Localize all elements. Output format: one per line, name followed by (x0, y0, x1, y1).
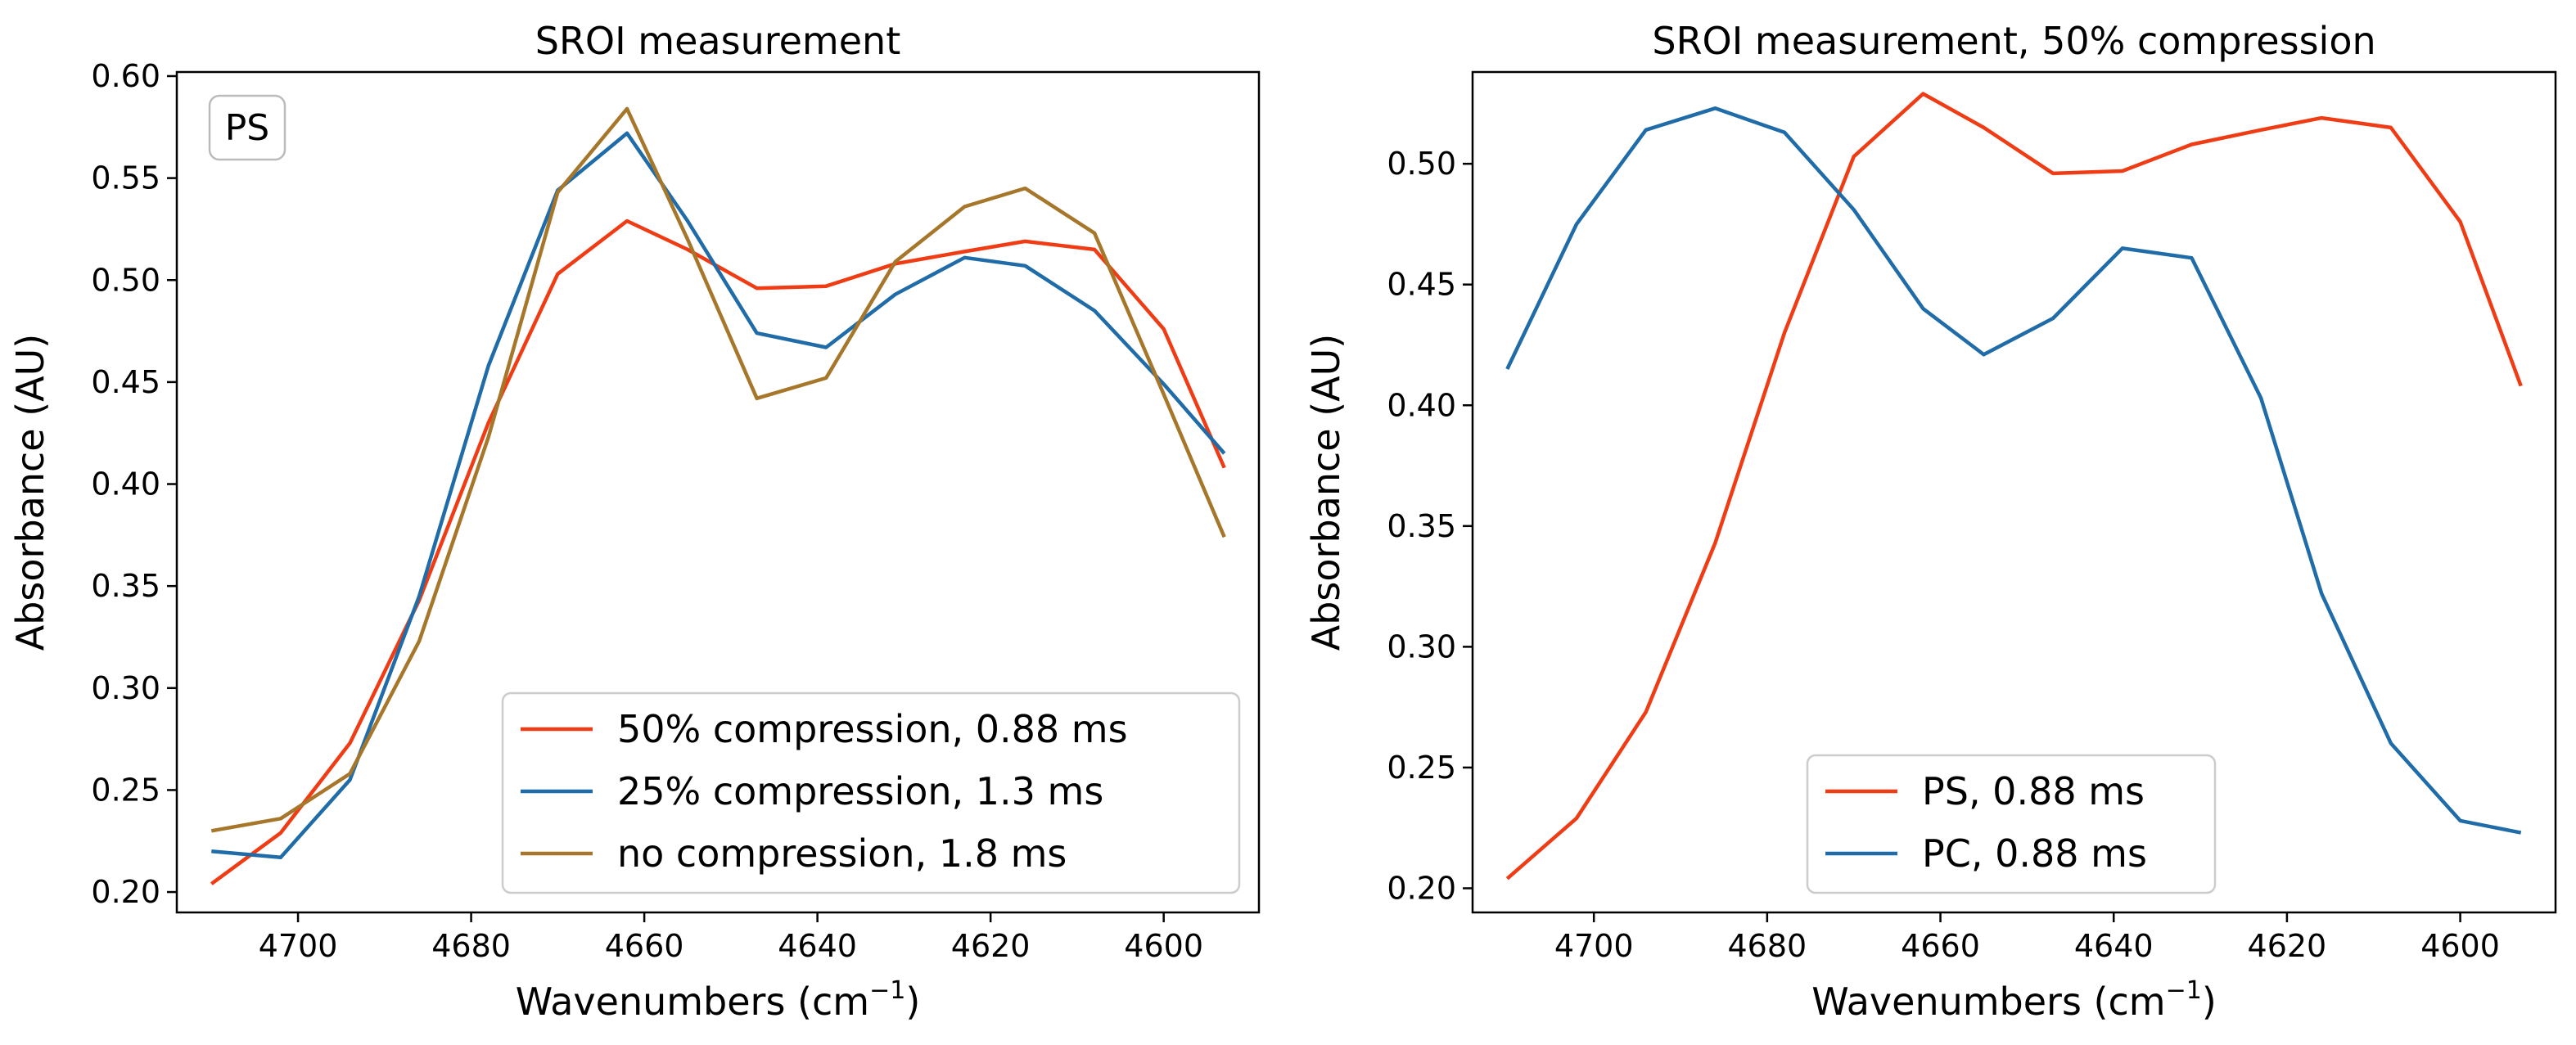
y-tick-label: 0.35 (1387, 508, 1456, 544)
x-tick-label: 4640 (778, 928, 857, 964)
y-axis-label: Absorbance (AU) (1304, 334, 1348, 651)
series-line-1 (210, 218, 1226, 885)
chart-panel-2: SROI measurement, 50% compression 4700 468… (1304, 19, 2557, 1024)
legend-frame (1806, 754, 2217, 894)
series-line-1 (1505, 92, 2523, 881)
legend-label: PS, 0.88 ms (1922, 769, 2145, 813)
y-tick-label: 0.50 (1387, 146, 1456, 182)
y-axis-label: Absorbance (AU) (8, 334, 52, 651)
x-tick-label: 4600 (2420, 928, 2500, 964)
y-tick-label: 0.60 (91, 58, 160, 94)
x-axis-label-exponent: −1 (2166, 976, 2202, 1005)
y-tick-label: 0.25 (91, 772, 160, 808)
y-tick-label: 0.55 (91, 160, 160, 196)
plot-frame (1471, 70, 2557, 914)
chart-panel-1: SROI measurement 4700 4680 4660 4640 4620 4600… (8, 19, 1261, 1024)
series-line-2 (1505, 106, 2522, 835)
y-tick-label: 0.30 (1387, 628, 1456, 664)
y-tick-label: 0.45 (91, 364, 160, 400)
x-tick-label: 4640 (2074, 928, 2154, 964)
x-tick-label: 4700 (1554, 928, 1634, 964)
annotation-box (208, 94, 286, 161)
x-axis-label-tail: ) (905, 980, 920, 1024)
x-axis-label-base: Wavenumbers (cm (516, 980, 869, 1024)
legend-frame (501, 691, 1241, 894)
x-tick-label: 4700 (259, 928, 338, 964)
legend: 50% compression, 0.88 ms 25% compression,… (501, 691, 1241, 894)
y-tick-label: 0.50 (91, 262, 160, 298)
chart-title: SROI measurement (535, 19, 900, 63)
x-axis-label-exponent: −1 (869, 976, 905, 1005)
x-tick-label: 4620 (2248, 928, 2327, 964)
legend-label: 50% compression, 0.88 ms (617, 707, 1128, 751)
series-line-3 (210, 106, 1226, 833)
y-tick-label: 0.45 (1387, 267, 1456, 303)
y-tick-label: 0.20 (1387, 870, 1456, 906)
series-line-2 (211, 131, 1226, 859)
legend-label: 25% compression, 1.3 ms (617, 769, 1103, 813)
plot-frame (175, 70, 1261, 914)
x-axis-label: Wavenumbers (cm−1) (516, 976, 921, 1024)
y-tick-label: 0.40 (91, 466, 160, 502)
x-tick-label: 4680 (1727, 928, 1807, 964)
x-tick-label: 4660 (1901, 928, 1980, 964)
y-tick-label: 0.30 (91, 670, 160, 706)
x-axis-label-base: Wavenumbers (cm (1811, 980, 2165, 1024)
x-tick-label: 4680 (431, 928, 511, 964)
x-tick-label: 4600 (1124, 928, 1203, 964)
x-axis-label-tail: ) (2202, 980, 2217, 1024)
x-tick-label: 4620 (951, 928, 1031, 964)
y-tick-label: 0.20 (91, 874, 160, 910)
chart-title: SROI measurement, 50% compression (1652, 19, 2375, 63)
legend: PS, 0.88 ms PC, 0.88 ms (1806, 754, 2217, 894)
legend-label: PC, 0.88 ms (1922, 831, 2147, 876)
x-tick-label: 4660 (605, 928, 684, 964)
legend-label: no compression, 1.8 ms (617, 831, 1067, 876)
y-tick-label: 0.40 (1387, 387, 1456, 423)
annotation-label: PS (225, 107, 269, 149)
y-tick-label: 0.35 (91, 568, 160, 604)
y-tick-label: 0.25 (1387, 750, 1456, 786)
x-axis-label: Wavenumbers (cm−1) (1811, 976, 2217, 1024)
